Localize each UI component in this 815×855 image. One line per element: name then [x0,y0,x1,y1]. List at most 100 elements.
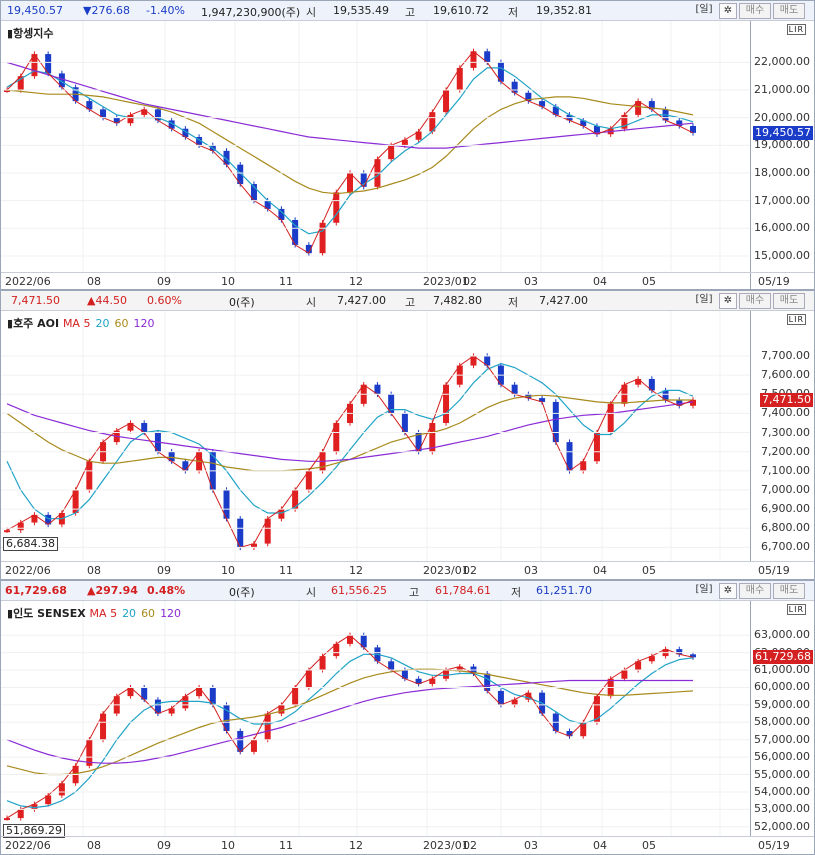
ma-legend-item[interactable]: 60 [114,317,129,330]
sensex-plot[interactable]: ▮인도 SENSEX MA 5 20 60 120 51,869.29 [1,601,750,838]
candle-body [196,137,203,146]
settings-gear-icon[interactable]: ✲ [719,3,737,19]
x-tick-label: 11 [279,839,293,852]
title-text: 인도 SENSEX [13,607,86,620]
x-tick-label: 12 [349,839,363,852]
ma-prefix: MA [89,607,111,620]
candle-body [429,112,436,132]
scale-badge[interactable]: LIR [786,24,806,35]
low-label: 저 [508,6,519,19]
x-tick-label: 08 [87,275,101,288]
chart-title: ▮호주 AOI MA 5 20 60 120 [7,315,159,331]
y-tick-label: 21,000.00 [754,83,810,96]
aoi-y-axis: LIR 7,700.007,600.007,500.007,400.007,30… [750,311,814,561]
buy-button[interactable]: 매수 [739,3,771,19]
high-label: 고 [405,6,416,19]
period-button[interactable]: [일] [695,584,713,595]
candle-body [401,139,408,146]
y-tick-label: 20,000.00 [754,110,810,124]
period-button[interactable]: [일] [695,4,713,15]
low-box-label: 6,684.38 [3,537,58,551]
scale-badge[interactable]: LIR [786,314,806,325]
candle-body [319,656,326,671]
low-value: 19,352.81 [536,4,592,17]
ma5-line [6,355,694,548]
candle-body [415,678,422,684]
candle-body [539,101,546,107]
volume: 1,947,230,900(주) [201,6,301,19]
x-tick-label: 05 [642,564,656,577]
change-pct: -1.40% [146,4,185,17]
candle-body [264,200,271,209]
hsi-y-axis: LIR 22,000.00 21,000.00 20,000.00 19,000.00… [750,21,814,289]
low-label: 저 [511,586,522,599]
candle-body [333,643,340,657]
ma120-line [6,401,694,462]
ma60-line [6,89,694,195]
settings-gear-icon[interactable]: ✲ [719,583,737,599]
x-tick-label: 05/19 [758,564,790,577]
sell-button[interactable]: 매도 [773,583,805,599]
settings-gear-icon[interactable]: ✲ [719,293,737,309]
x-tick-label: 08 [87,839,101,852]
candle-body [127,422,134,431]
candle-body [127,687,134,697]
y-tick-label: 15,000.00 [754,248,810,262]
change: ▼276.68 [83,4,130,17]
candle-body [593,432,600,462]
hsi-x-axis: 2022/06 08 09 10 11 12 2023/01 02 03 04 05 05/19 [1,272,814,290]
aoi-plot[interactable]: ▮호주 AOI MA 5 20 60 120 6,684.38 [1,311,750,561]
ma-legend-item[interactable]: 120 [133,317,155,330]
candle-body [333,192,340,223]
x-tick-label: 03 [524,839,538,852]
candle-body [621,114,628,129]
x-tick-label: 09 [157,275,171,288]
candle-body [566,442,573,471]
hsi-header: 19,450.57 ▼276.68 -1.40% 1,947,230,900(주… [1,1,814,21]
candle-body [484,51,491,63]
candle-body [319,222,326,254]
low-label: 저 [508,296,519,309]
candle-body [511,81,518,93]
volume: 0(주) [229,586,255,599]
x-tick-label: 02 [463,275,477,288]
candle-body [237,730,244,752]
ma120-line [6,61,694,149]
sensex-y-axis: LIR 63,000.0062,000.0061,000.0060,000.00… [750,601,814,836]
candle-body [470,51,477,68]
x-tick-label: 08 [87,564,101,577]
buy-button[interactable]: 매수 [739,293,771,309]
ma-legend-item[interactable]: 60 [141,607,156,620]
ma-legend-item[interactable]: 5 [83,317,91,330]
candle-body [45,514,52,525]
ma-legend-item[interactable]: 20 [95,317,110,330]
candle-body [182,696,189,709]
y-tick-label: 22,000.00 [754,55,810,69]
candle-body [511,699,518,705]
title-marker: ▮ [7,27,14,40]
candle-body [86,461,93,490]
period-button[interactable]: [일] [695,294,713,305]
candle-body [374,384,381,395]
hsi-plot[interactable]: ▮항셍지수 [1,21,750,271]
current-price-tag: 61,729.68 [753,650,813,665]
candle-body [141,422,148,433]
candle-body [31,54,38,77]
sell-button[interactable]: 매도 [773,3,805,19]
sell-button[interactable]: 매도 [773,293,805,309]
price: 61,729.68 [5,584,67,597]
x-tick-label: 2022/06 [5,564,51,577]
buy-button[interactable]: 매수 [739,583,771,599]
ma-legend-item[interactable]: 5 [110,607,118,620]
open-value: 61,556.25 [331,584,387,597]
candle-body [690,654,696,658]
candle-body [648,378,655,391]
scale-badge[interactable]: LIR [786,604,806,615]
candle-body [443,384,450,423]
x-tick-label: 10 [221,275,235,288]
ma-legend-item[interactable]: 120 [160,607,182,620]
ma-legend-item[interactable]: 20 [122,607,137,620]
y-tick-label: 55,000.00 [754,767,810,781]
candle-body [264,713,271,740]
y-tick-label: 7,300.00 [761,425,810,439]
